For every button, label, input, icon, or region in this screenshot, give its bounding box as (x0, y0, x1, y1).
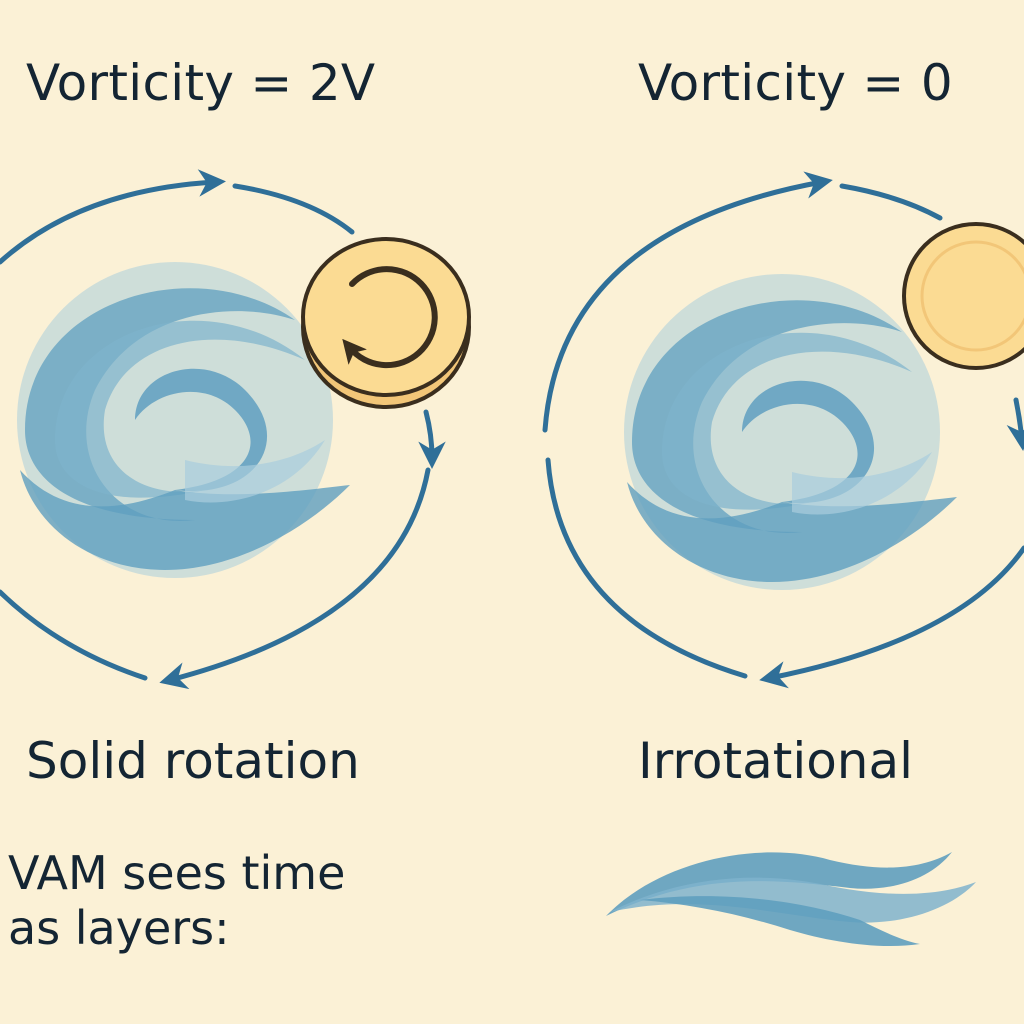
right-orbit (542, 171, 1024, 689)
left-orbit-arc-top (0, 169, 226, 265)
right-panel-title: Vorticity = 0 (638, 54, 953, 112)
right-orbit-arc-top-right (839, 183, 943, 221)
left-orbit (0, 169, 446, 690)
left-orbit-arc-lower-right (159, 467, 431, 690)
right-orbit-arc-right (1006, 397, 1024, 451)
left-panel-caption: Solid rotation (26, 732, 360, 790)
left-orbit-arc-top-right (232, 183, 355, 235)
right-orbit-arc-top (542, 171, 833, 433)
vam-note: VAM sees time as layers: (8, 846, 346, 956)
rotation-arrow-icon (342, 266, 438, 369)
left-orbit-arc-right (418, 409, 446, 469)
left-orbit-arc-lower-left (0, 589, 148, 681)
left-swirl (17, 262, 350, 578)
plain-disc-icon (902, 222, 1024, 370)
left-panel-title: Vorticity = 2V (26, 54, 376, 112)
right-panel-caption: Irrotational (638, 732, 914, 790)
right-swirl (624, 274, 957, 590)
right-orbit-arc-left (545, 457, 748, 679)
right-orbit-arc-bottom (759, 545, 1024, 689)
rotation-coin (301, 237, 471, 409)
wave-layers-icon (606, 852, 976, 947)
